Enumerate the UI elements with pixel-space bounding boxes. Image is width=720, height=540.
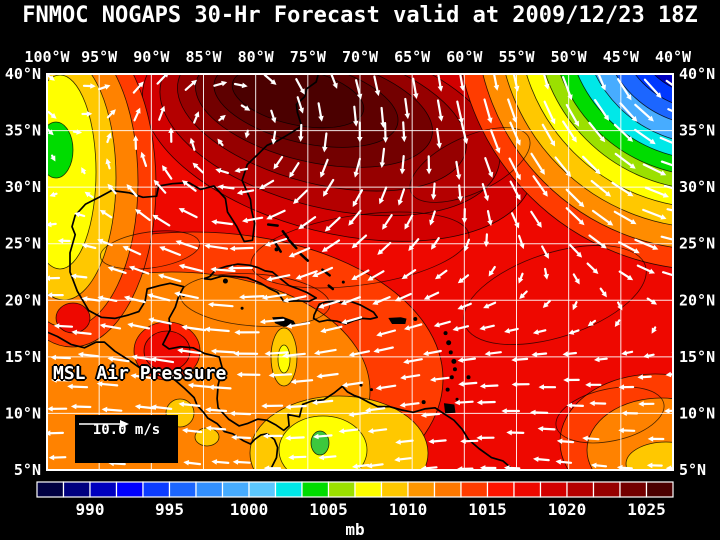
lon-tick-label: 95°W [81, 48, 118, 66]
colorbar-swatch [36, 481, 65, 498]
colorbar-swatch [89, 481, 118, 498]
lon-tick-label: 50°W [551, 48, 588, 66]
colorbar-tick-label: 1025 [627, 500, 666, 519]
chart-title: FNMOC NOGAPS 30-Hr Forecast valid at 200… [22, 3, 698, 28]
colorbar-swatch [221, 481, 250, 498]
lon-tick-label: 100°W [24, 48, 70, 66]
colorbar-tick-label: 1005 [309, 500, 348, 519]
colorbar-swatch [380, 481, 409, 498]
lon-tick-label: 40°W [655, 48, 692, 66]
colorbar-tick-label: 995 [155, 500, 184, 519]
colorbar: 990 995 1000 1005 1010 1015 1020 1025 [36, 481, 674, 519]
colorbar-swatch [539, 481, 568, 498]
lat-tick-label-right: 40°N [679, 65, 715, 83]
colorbar-swatch [301, 481, 330, 498]
lat-tick-label-left: 40°N [5, 65, 41, 83]
lat-tick-label-left: 5°N [14, 461, 41, 479]
lon-tick-label: 75°W [290, 48, 327, 66]
wind-vectors [47, 74, 673, 470]
colorbar-swatch [62, 481, 91, 498]
lat-tick-label-left: 25°N [5, 235, 41, 253]
coastlines [47, 74, 515, 470]
lat-tick-label-right: 5°N [679, 461, 706, 479]
colorbar-swatch [513, 481, 542, 498]
lat-tick-label-right: 25°N [679, 235, 715, 253]
lon-tick-label: 45°W [603, 48, 640, 66]
reference-vector-box: 10.0 m/s [75, 415, 178, 463]
colorbar-unit: mb [345, 520, 365, 539]
reference-vector-label: 10.0 m/s [92, 422, 161, 438]
reference-vector-arrow-icon [79, 420, 129, 428]
lat-tick-label-right: 30°N [679, 178, 715, 196]
lat-tick-label-right: 10°N [679, 404, 715, 422]
colorbar-swatch [248, 481, 277, 498]
colorbar-swatch [195, 481, 224, 498]
colorbar-swatch [142, 481, 171, 498]
colorbar-swatch [645, 481, 674, 498]
lon-tick-label: 60°W [446, 48, 483, 66]
lon-tick-label: 65°W [394, 48, 431, 66]
lon-tick-label: 90°W [133, 48, 170, 66]
colorbar-swatch [168, 481, 197, 498]
colorbar-swatch [407, 481, 436, 498]
colorbar-swatch [115, 481, 144, 498]
lon-tick-label: 80°W [238, 48, 275, 66]
lon-tick-label: 70°W [342, 48, 379, 66]
field-label: MSL Air Pressure [53, 363, 227, 384]
colorbar-swatch [274, 481, 303, 498]
colorbar-swatch [327, 481, 356, 498]
lat-tick-label-left: 15°N [5, 348, 41, 366]
lat-tick-label-right: 20°N [679, 291, 715, 309]
colorbar-swatch [592, 481, 621, 498]
colorbar-tick-label: 1000 [230, 500, 269, 519]
contour-isolines [100, 127, 665, 444]
colorbar-tick-label: 1010 [389, 500, 428, 519]
colorbar-swatch [460, 481, 489, 498]
axis-labels: 100°W 95°W 90°W 85°W 80°W 75°W 70°W 65°W 60°W 55°… [5, 48, 715, 479]
lat-tick-label-left: 10°N [5, 404, 41, 422]
lat-tick-label-left: 20°N [5, 291, 41, 309]
colorbar-swatch [619, 481, 648, 498]
lon-tick-label: 85°W [185, 48, 222, 66]
lon-tick-label: 55°W [498, 48, 535, 66]
lat-tick-label-left: 30°N [5, 178, 41, 196]
lat-tick-label-right: 35°N [679, 122, 715, 140]
lat-tick-label-left: 35°N [5, 122, 41, 140]
colorbar-swatch [566, 481, 595, 498]
map-border [46, 73, 674, 471]
colorbar-tick-label: 990 [76, 500, 105, 519]
map-layers [47, 74, 673, 470]
colorbar-swatch [486, 481, 515, 498]
colorbar-tick-label: 1015 [468, 500, 507, 519]
colorbar-swatch [433, 481, 462, 498]
colorbar-tick-label: 1020 [548, 500, 587, 519]
colorbar-swatch [354, 481, 383, 498]
lat-tick-label-right: 15°N [679, 348, 715, 366]
